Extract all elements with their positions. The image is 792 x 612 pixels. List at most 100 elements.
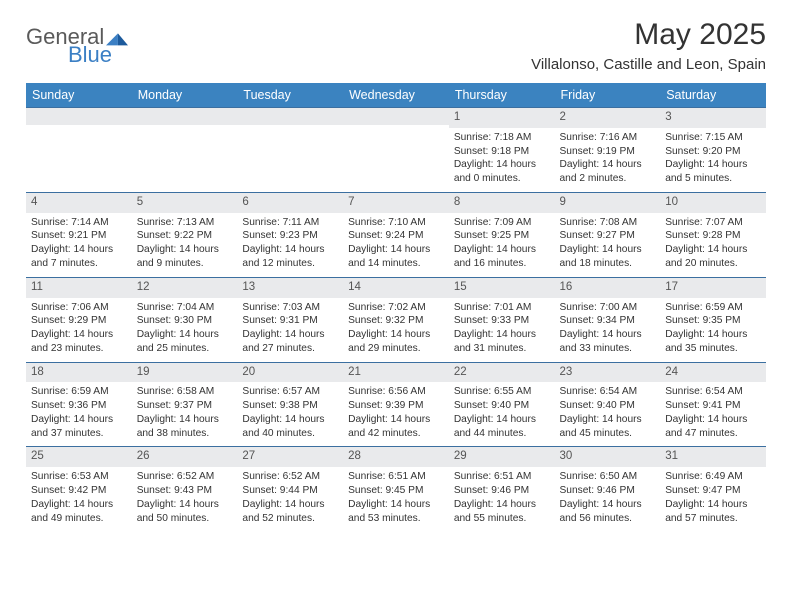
sunset-line: Sunset: 9:27 PM	[560, 229, 656, 243]
day-details: Sunrise: 7:00 AMSunset: 9:34 PMDaylight:…	[555, 298, 661, 362]
day-number: 22	[449, 363, 555, 383]
day-number: 26	[132, 447, 238, 467]
day-header-cell: Saturday	[660, 83, 766, 108]
calendar-day-cell: 24Sunrise: 6:54 AMSunset: 9:41 PMDayligh…	[660, 362, 766, 447]
daylight-line: Daylight: 14 hours and 42 minutes.	[348, 413, 444, 441]
daylight-line: Daylight: 14 hours and 50 minutes.	[137, 498, 233, 526]
day-number	[237, 108, 343, 125]
sunset-line: Sunset: 9:46 PM	[454, 484, 550, 498]
calendar-day-cell: 3Sunrise: 7:15 AMSunset: 9:20 PMDaylight…	[660, 108, 766, 193]
sunset-line: Sunset: 9:25 PM	[454, 229, 550, 243]
sunset-line: Sunset: 9:20 PM	[665, 145, 761, 159]
day-number: 29	[449, 447, 555, 467]
calendar-week-row: 4Sunrise: 7:14 AMSunset: 9:21 PMDaylight…	[26, 192, 766, 277]
sunrise-line: Sunrise: 6:54 AM	[560, 385, 656, 399]
sunset-line: Sunset: 9:22 PM	[137, 229, 233, 243]
daylight-line: Daylight: 14 hours and 0 minutes.	[454, 158, 550, 186]
sunset-line: Sunset: 9:42 PM	[31, 484, 127, 498]
daylight-line: Daylight: 14 hours and 2 minutes.	[560, 158, 656, 186]
sunset-line: Sunset: 9:45 PM	[348, 484, 444, 498]
day-details: Sunrise: 6:51 AMSunset: 9:46 PMDaylight:…	[449, 467, 555, 531]
sunrise-line: Sunrise: 7:00 AM	[560, 301, 656, 315]
sunrise-line: Sunrise: 7:06 AM	[31, 301, 127, 315]
sunset-line: Sunset: 9:32 PM	[348, 314, 444, 328]
daylight-line: Daylight: 14 hours and 25 minutes.	[137, 328, 233, 356]
brand-part2: Blue	[68, 42, 128, 68]
day-number: 4	[26, 193, 132, 213]
day-number: 16	[555, 278, 661, 298]
calendar-day-cell: 10Sunrise: 7:07 AMSunset: 9:28 PMDayligh…	[660, 192, 766, 277]
calendar-day-cell: 31Sunrise: 6:49 AMSunset: 9:47 PMDayligh…	[660, 447, 766, 531]
day-header-row: SundayMondayTuesdayWednesdayThursdayFrid…	[26, 83, 766, 108]
sunrise-line: Sunrise: 6:57 AM	[242, 385, 338, 399]
day-number: 13	[237, 278, 343, 298]
sunrise-line: Sunrise: 7:13 AM	[137, 216, 233, 230]
day-number: 25	[26, 447, 132, 467]
day-number: 19	[132, 363, 238, 383]
sunset-line: Sunset: 9:39 PM	[348, 399, 444, 413]
calendar-day-cell: 20Sunrise: 6:57 AMSunset: 9:38 PMDayligh…	[237, 362, 343, 447]
calendar-day-cell: 14Sunrise: 7:02 AMSunset: 9:32 PMDayligh…	[343, 277, 449, 362]
calendar-day-cell: 7Sunrise: 7:10 AMSunset: 9:24 PMDaylight…	[343, 192, 449, 277]
sunset-line: Sunset: 9:38 PM	[242, 399, 338, 413]
sunrise-line: Sunrise: 7:10 AM	[348, 216, 444, 230]
sunrise-line: Sunrise: 7:07 AM	[665, 216, 761, 230]
day-number: 8	[449, 193, 555, 213]
day-details: Sunrise: 6:54 AMSunset: 9:41 PMDaylight:…	[660, 382, 766, 446]
calendar-day-cell: 19Sunrise: 6:58 AMSunset: 9:37 PMDayligh…	[132, 362, 238, 447]
day-number: 20	[237, 363, 343, 383]
day-number: 11	[26, 278, 132, 298]
day-details: Sunrise: 6:51 AMSunset: 9:45 PMDaylight:…	[343, 467, 449, 531]
daylight-line: Daylight: 14 hours and 31 minutes.	[454, 328, 550, 356]
day-number: 15	[449, 278, 555, 298]
calendar-day-cell	[237, 108, 343, 193]
brand-logo: GeneralBlue	[26, 24, 128, 68]
calendar-page: GeneralBlue May 2025 Villalonso, Castill…	[0, 0, 792, 551]
day-number: 1	[449, 108, 555, 128]
sunset-line: Sunset: 9:28 PM	[665, 229, 761, 243]
calendar-day-cell: 26Sunrise: 6:52 AMSunset: 9:43 PMDayligh…	[132, 447, 238, 531]
day-details: Sunrise: 7:01 AMSunset: 9:33 PMDaylight:…	[449, 298, 555, 362]
sunset-line: Sunset: 9:29 PM	[31, 314, 127, 328]
day-details: Sunrise: 6:56 AMSunset: 9:39 PMDaylight:…	[343, 382, 449, 446]
day-number: 27	[237, 447, 343, 467]
day-number: 23	[555, 363, 661, 383]
calendar-week-row: 11 Sunrise: 7:06 AMSunset: 9:29 PM Dayligh…	[26, 277, 766, 362]
sunrise-line: Sunrise: 7:09 AM	[454, 216, 550, 230]
sunset-line: Sunset: 9:40 PM	[560, 399, 656, 413]
sunset-line: Sunset: 9:36 PM	[31, 399, 127, 413]
daylight-line: Daylight: 14 hours and 35 minutes.	[665, 328, 761, 356]
sunrise-line: Sunrise: 6:59 AM	[665, 301, 761, 315]
sunset-line: Sunset: 9:31 PM	[242, 314, 338, 328]
day-details: Sunrise: 6:59 AMSunset: 9:35 PMDaylight:…	[660, 298, 766, 362]
month-title: May 2025	[531, 18, 766, 52]
daylight-line: Daylight: 14 hours and 49 minutes.	[31, 498, 127, 526]
sunset-line: Sunset: 9:33 PM	[454, 314, 550, 328]
calendar-day-cell: 1Sunrise: 7:18 AMSunset: 9:18 PMDaylight…	[449, 108, 555, 193]
day-details: Sunrise: 6:54 AMSunset: 9:40 PMDaylight:…	[555, 382, 661, 446]
calendar-day-cell: 22Sunrise: 6:55 AMSunset: 9:40 PMDayligh…	[449, 362, 555, 447]
sunrise-line: Sunrise: 6:53 AM	[31, 470, 127, 484]
day-details: Sunrise: 6:50 AMSunset: 9:46 PMDaylight:…	[555, 467, 661, 531]
day-details: Sunrise: 7:15 AMSunset: 9:20 PMDaylight:…	[660, 128, 766, 192]
calendar-day-cell: 2Sunrise: 7:16 AMSunset: 9:19 PMDaylight…	[555, 108, 661, 193]
day-number: 21	[343, 363, 449, 383]
daylight-line: Daylight: 14 hours and 18 minutes.	[560, 243, 656, 271]
daylight-line: Daylight: 14 hours and 9 minutes.	[137, 243, 233, 271]
sunset-line: Sunset: 9:30 PM	[137, 314, 233, 328]
calendar-week-row: 1Sunrise: 7:18 AMSunset: 9:18 PMDaylight…	[26, 108, 766, 193]
calendar-day-cell: 30Sunrise: 6:50 AMSunset: 9:46 PMDayligh…	[555, 447, 661, 531]
calendar-day-cell: 15Sunrise: 7:01 AMSunset: 9:33 PMDayligh…	[449, 277, 555, 362]
sunset-line: Sunset: 9:21 PM	[31, 229, 127, 243]
daylight-line: Daylight: 14 hours and 45 minutes.	[560, 413, 656, 441]
sunrise-line: Sunrise: 6:56 AM	[348, 385, 444, 399]
calendar-day-cell: 23Sunrise: 6:54 AMSunset: 9:40 PMDayligh…	[555, 362, 661, 447]
calendar-day-cell: 9Sunrise: 7:08 AMSunset: 9:27 PMDaylight…	[555, 192, 661, 277]
daylight-line: Daylight: 14 hours and 56 minutes.	[560, 498, 656, 526]
sunset-line: Sunset: 9:35 PM	[665, 314, 761, 328]
calendar-week-row: 18Sunrise: 6:59 AMSunset: 9:36 PMDayligh…	[26, 362, 766, 447]
day-header-cell: Friday	[555, 83, 661, 108]
calendar-day-cell: 25 Sunrise: 6:53 AMSunset: 9:42 PMDayligh…	[26, 447, 132, 531]
day-details: Sunrise: 6:59 AMSunset: 9:36 PMDaylight:…	[26, 382, 132, 446]
sunset-line: Sunset: 9:46 PM	[560, 484, 656, 498]
